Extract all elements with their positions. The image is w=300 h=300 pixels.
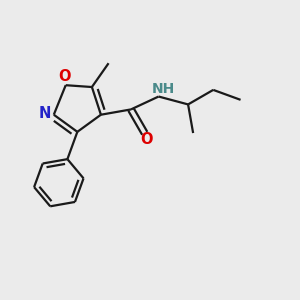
- Text: O: O: [58, 69, 70, 84]
- Text: O: O: [140, 132, 153, 147]
- Text: NH: NH: [151, 82, 175, 96]
- Text: N: N: [38, 106, 51, 121]
